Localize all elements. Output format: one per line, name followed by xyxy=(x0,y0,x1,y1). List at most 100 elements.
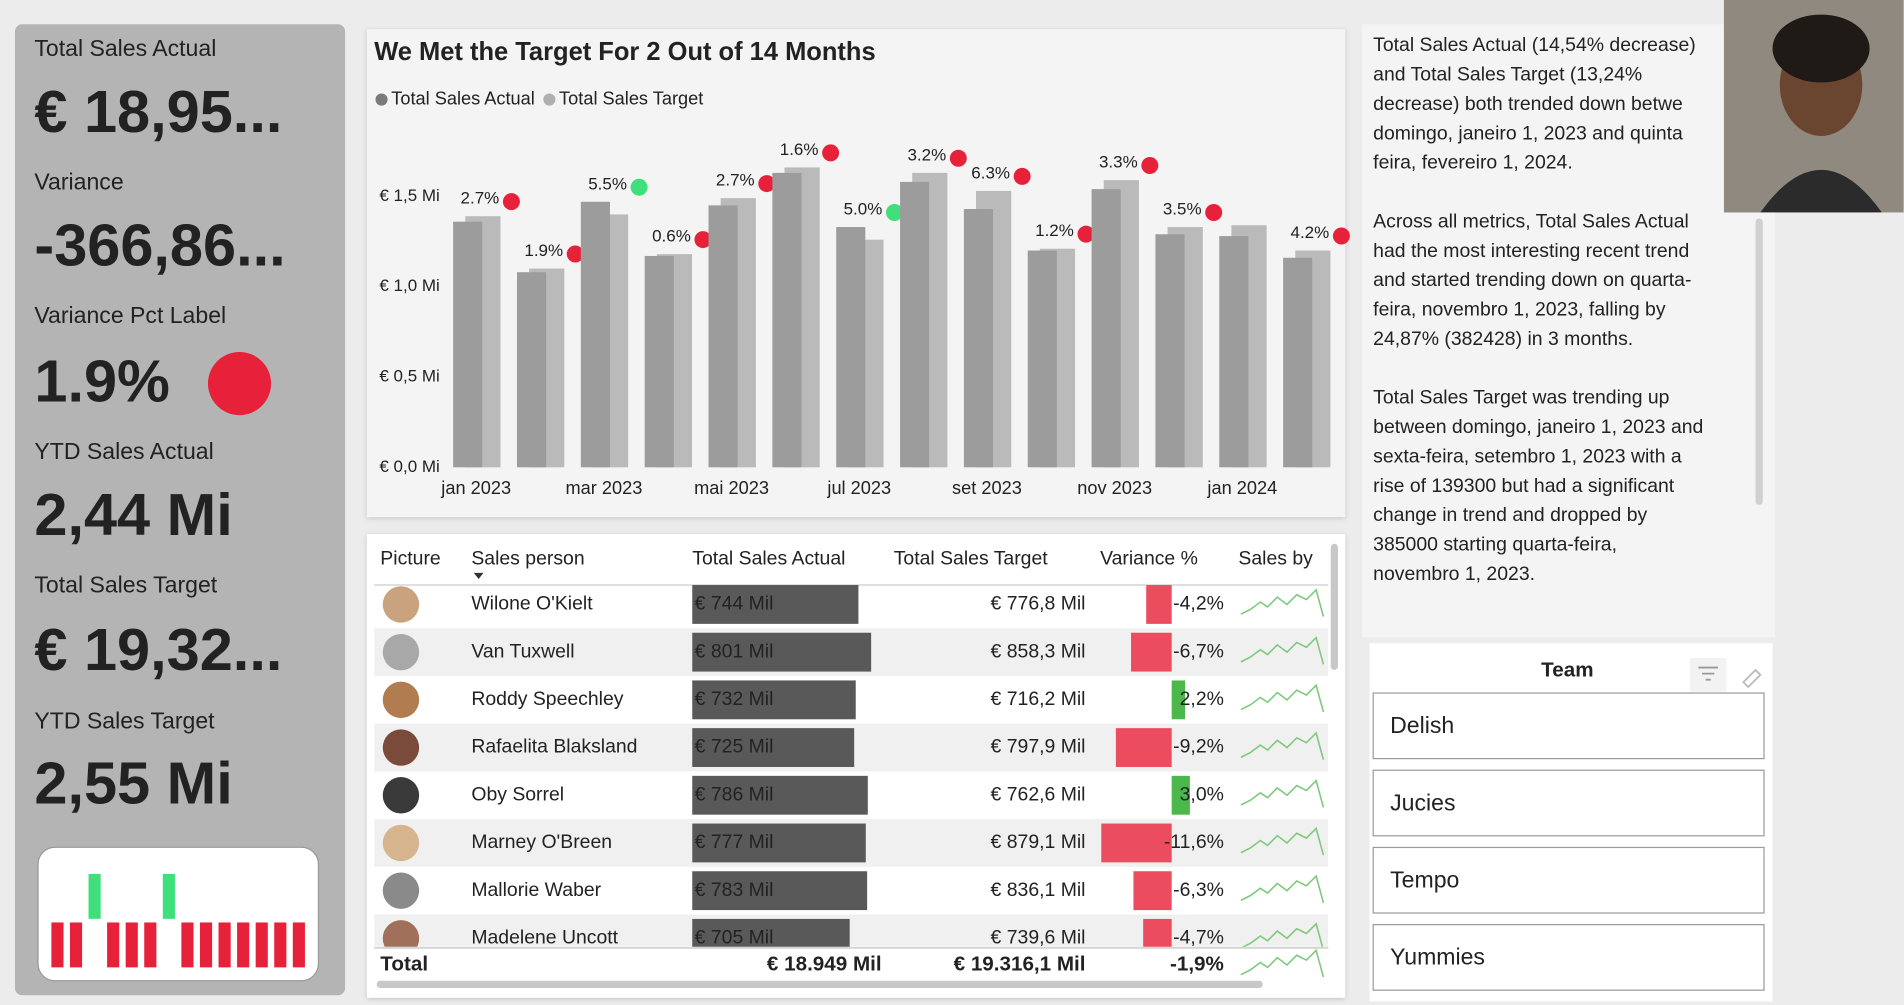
narrative-line: sexta-feira, setembro 1, 2023 with a xyxy=(1373,445,1682,467)
variance-label: -11,6% xyxy=(1164,831,1224,853)
target-label: € 797,9 Mil xyxy=(991,736,1086,758)
slicer-item-label[interactable]: Delish xyxy=(1390,712,1454,738)
column-header[interactable]: Total Sales Target xyxy=(894,548,1049,570)
column-header[interactable]: Variance % xyxy=(1100,548,1198,570)
chart-title: We Met the Target For 2 Out of 14 Months xyxy=(374,38,875,66)
data-label: 1.9% xyxy=(524,241,563,260)
slicer-item-label[interactable]: Jucies xyxy=(1390,789,1455,815)
data-label: 1.2% xyxy=(1035,221,1074,240)
data-label: 3.5% xyxy=(1163,200,1202,219)
narrative-line: domingo, janeiro 1, 2023 and quinta xyxy=(1373,122,1683,144)
column-header[interactable]: Total Sales Actual xyxy=(692,548,845,570)
mini-bar xyxy=(199,922,213,968)
table-hscrollbar[interactable] xyxy=(376,980,1263,989)
x-tick-label: mai 2023 xyxy=(694,478,769,498)
mini-bar xyxy=(181,922,194,968)
column-header[interactable]: Picture xyxy=(380,548,440,570)
slicer-icons[interactable] xyxy=(1689,657,1762,692)
card-value: -366,86... xyxy=(34,212,285,279)
slicer-item[interactable] xyxy=(1372,769,1765,837)
card-label: YTD Sales Actual xyxy=(34,438,213,464)
mini-bar xyxy=(237,922,250,968)
mini-bar xyxy=(292,922,305,968)
target-label: € 739,6 Mil xyxy=(991,926,1086,948)
narrative-line: Across all metrics, Total Sales Actual xyxy=(1373,210,1689,232)
mini-bar xyxy=(162,873,175,919)
slicer-item-label[interactable]: Yummies xyxy=(1390,944,1485,970)
bar xyxy=(708,205,738,468)
table-scrollbar[interactable] xyxy=(1330,543,1338,670)
narrative-line: 24,87% (382428) in 3 months. xyxy=(1373,328,1633,350)
slicer-item[interactable] xyxy=(1372,692,1765,760)
actual-label: € 777 Mil xyxy=(695,831,774,853)
mini-bar xyxy=(125,922,138,968)
data-label: 5.5% xyxy=(588,174,627,193)
actual-label: € 786 Mil xyxy=(695,783,774,805)
sort-arrow xyxy=(473,572,484,579)
bar xyxy=(644,255,674,468)
slicer-title: Team xyxy=(1541,659,1593,682)
narrative-line: 385000 starting quarta-feira, xyxy=(1373,534,1617,556)
target-label: € 716,2 Mil xyxy=(991,688,1086,710)
slicer-item[interactable] xyxy=(1372,846,1765,914)
x-tick-label: mar 2023 xyxy=(565,478,642,498)
narrative-scrollbar[interactable] xyxy=(1755,218,1763,505)
data-label: 6.3% xyxy=(971,163,1010,182)
mini-bar xyxy=(107,922,120,968)
variance-bar xyxy=(1171,680,1186,720)
variance-dot xyxy=(1205,203,1223,221)
legend-label: Total Sales Target xyxy=(559,88,703,108)
slicer-item[interactable] xyxy=(1372,924,1765,991)
target-label: € 858,3 Mil xyxy=(991,640,1086,662)
bar xyxy=(1091,189,1121,468)
actual-bar xyxy=(692,680,856,720)
mini-bar xyxy=(218,922,231,968)
actual-bar xyxy=(692,775,868,815)
sales-person: Roddy Speechley xyxy=(471,688,623,710)
avatar xyxy=(382,633,420,671)
total-actual: € 18.949 Mil xyxy=(767,952,882,975)
variance-label: -6,7% xyxy=(1173,640,1224,662)
variance-bar xyxy=(1143,918,1172,947)
eraser-icon[interactable] xyxy=(1742,668,1762,689)
variance-bar xyxy=(1115,728,1172,767)
variance-dot xyxy=(758,175,776,193)
narrative-line: and started trending down on quarta- xyxy=(1373,269,1691,291)
actual-bar xyxy=(692,918,850,947)
card-value: 2,44 Mi xyxy=(34,481,232,548)
filter-icon[interactable] xyxy=(1689,657,1727,692)
slicer-item-label[interactable]: Tempo xyxy=(1390,867,1459,893)
bar xyxy=(836,227,866,468)
actual-bar xyxy=(692,823,866,863)
bar xyxy=(1027,250,1057,468)
avatar xyxy=(382,729,420,766)
data-label: 2.7% xyxy=(461,189,500,208)
column-header[interactable]: Sales by xyxy=(1238,548,1313,570)
target-label: € 836,1 Mil xyxy=(991,879,1086,901)
avatar xyxy=(382,824,420,862)
card-value: € 18,95... xyxy=(34,78,282,145)
variance-bar xyxy=(1101,823,1172,863)
target-label: € 762,6 Mil xyxy=(991,783,1086,805)
bar xyxy=(453,221,483,468)
variance-dot xyxy=(502,193,520,211)
variance-dot xyxy=(1141,157,1159,175)
target-label: € 879,1 Mil xyxy=(991,831,1086,853)
data-label: 4.2% xyxy=(1291,223,1330,242)
narrative-line: rise of 139300 but had a significant xyxy=(1373,475,1675,497)
column-header[interactable]: Sales person xyxy=(471,548,584,570)
data-label: 3.3% xyxy=(1099,153,1138,172)
variance-dot xyxy=(885,203,903,221)
bar xyxy=(580,201,610,468)
variance-label: 3,0% xyxy=(1180,783,1224,805)
total-variance: -1,9% xyxy=(1170,952,1224,975)
legend-dot xyxy=(543,93,556,106)
x-tick-label: jan 2023 xyxy=(440,478,511,498)
sales-person: Oby Sorrel xyxy=(471,783,564,805)
sales-person: Madelene Uncott xyxy=(471,926,618,948)
narrative-line: between domingo, janeiro 1, 2023 and xyxy=(1373,416,1703,438)
mini-bar xyxy=(274,922,287,968)
variance-dot xyxy=(1077,225,1095,243)
narrative-line: Total Sales Actual (14,54% decrease) xyxy=(1373,34,1696,56)
